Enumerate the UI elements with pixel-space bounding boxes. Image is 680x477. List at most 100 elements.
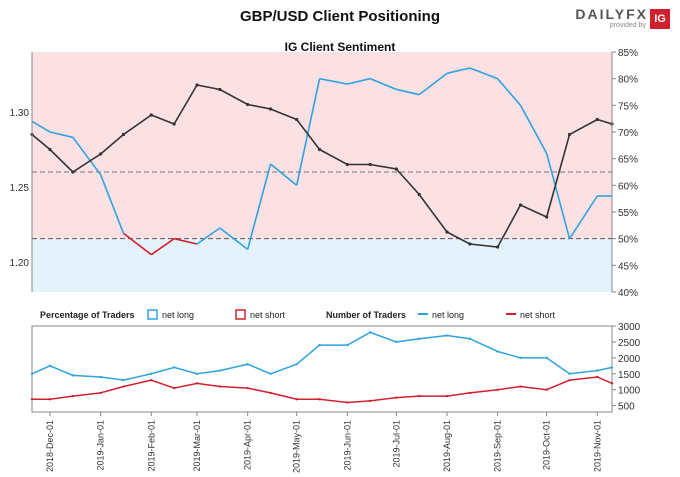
traders-short-line — [32, 376, 613, 404]
traders-long-point — [150, 372, 153, 375]
logo-brand: DAILYFX — [575, 6, 648, 22]
legend-num-short-label: net short — [520, 310, 556, 320]
percent-line-segment — [270, 163, 298, 186]
x-tick-label: 2019-Aug-01 — [442, 420, 452, 472]
percent-line-segment — [295, 78, 321, 186]
price-point — [246, 102, 250, 107]
price-point — [567, 132, 572, 137]
traders-short-point — [568, 378, 571, 382]
price-tick-label: 1.20 — [10, 258, 30, 269]
traders-short-point — [418, 394, 421, 398]
legend-pct-long-swatch — [147, 309, 158, 320]
traders-short-point — [150, 378, 153, 382]
traders-long-point — [71, 374, 75, 377]
traders-long-point — [172, 366, 176, 369]
traders-short-point — [246, 386, 249, 390]
percent-line-segment — [219, 227, 249, 250]
x-axis: 2018-Dec-01 2019-Jan-01 2019-Feb-01 2019-Ma… — [45, 412, 602, 473]
price-point — [417, 192, 421, 197]
x-tick-label: 2019-May-01 — [292, 420, 302, 473]
traders-short-point — [269, 391, 272, 395]
traders-long-point — [468, 337, 472, 340]
logo-provided-by: provided by — [609, 22, 646, 29]
legend: Percentage of Traders net long net short Nu… — [40, 309, 556, 320]
percent-tick-label: 40% — [618, 288, 638, 299]
percent-tick-label: 65% — [618, 155, 638, 166]
traders-long-point — [295, 363, 298, 366]
percent-line-segment — [319, 77, 348, 85]
x-tick-label: 2019-Apr-01 — [243, 420, 253, 470]
traders-short-point — [172, 386, 176, 390]
price-point — [121, 132, 126, 137]
main-panel-background — [32, 52, 612, 292]
price-point — [71, 170, 75, 174]
traders-long-point — [30, 372, 34, 375]
price-point — [518, 203, 523, 207]
traders-long-point — [418, 337, 421, 340]
price-point — [195, 83, 199, 87]
legend-num-long-label: net long — [432, 310, 464, 320]
long-zone-background — [32, 238, 612, 292]
price-point — [218, 87, 222, 92]
percent-line-segment — [469, 67, 498, 80]
traders-long-point — [596, 369, 599, 372]
x-tick-label: 2019-Feb-01 — [146, 420, 156, 472]
traders-short-point — [30, 398, 34, 401]
traders-short-point — [468, 391, 472, 395]
x-tick-label: 2019-Oct-01 — [542, 420, 552, 470]
traders-short-point — [445, 394, 449, 398]
traders-tick-label: 3000 — [618, 322, 641, 333]
traders-short-point — [545, 388, 548, 391]
percent-line-segment — [150, 238, 175, 256]
percent-tick-label: 50% — [618, 235, 638, 246]
traders-short-point — [318, 398, 321, 401]
price-point — [394, 167, 398, 171]
percent-line-segment — [173, 237, 198, 245]
x-tick-label: 2019-Jan-01 — [96, 420, 106, 471]
traders-short-point — [99, 391, 102, 395]
traders-long-point — [318, 343, 321, 347]
traders-tick-label: 500 — [618, 402, 635, 413]
percent-tick-label: 55% — [618, 208, 638, 219]
traders-short-point — [71, 394, 75, 398]
percent-tick-label: 70% — [618, 128, 638, 139]
main-panel-lines — [30, 67, 614, 256]
percent-line-segment — [418, 72, 448, 96]
traders-short-point — [596, 375, 599, 379]
traders-long-point — [568, 372, 571, 375]
price-tick-label: 1.25 — [10, 183, 30, 194]
traders-short-point — [218, 385, 222, 388]
traders-long-point — [368, 331, 372, 334]
traders-long-point — [445, 334, 449, 337]
traders-tick-label: 1500 — [618, 370, 641, 381]
chart-subtitle: IG Client Sentiment — [284, 40, 396, 54]
sub-panel-axes: 500 1000 1500 2000 2500 3000 — [612, 322, 641, 413]
price-point — [149, 113, 153, 117]
traders-short-point — [610, 382, 614, 385]
traders-tick-label: 1000 — [618, 386, 641, 397]
percent-line-segment — [99, 174, 125, 234]
percent-line-segment — [31, 120, 51, 133]
price-point — [268, 107, 273, 111]
price-point — [345, 162, 349, 167]
legend-percentage-heading: Percentage of Traders — [40, 310, 135, 320]
traders-tick-label: 2500 — [618, 338, 641, 349]
percent-line-segment — [519, 104, 548, 154]
traders-long-point — [269, 372, 272, 375]
legend-pct-short-label: net short — [250, 310, 286, 320]
ig-logo-badge: IG — [650, 9, 670, 29]
traders-long-point — [99, 375, 102, 379]
dailyfx-logo: DAILYFX provided by IG — [575, 6, 670, 29]
traders-long-point — [122, 378, 125, 382]
percent-tick-label: 85% — [618, 48, 638, 59]
main-panel-grid — [32, 171, 612, 240]
price-point — [99, 152, 103, 156]
price-point — [48, 147, 52, 152]
legend-number-heading: Number of Traders — [326, 310, 406, 320]
percent-tick-label: 45% — [618, 261, 638, 272]
percent-line-segment — [568, 195, 598, 240]
price-tick-label: 1.30 — [10, 108, 30, 119]
x-tick-label: 2019-Jun-01 — [342, 420, 352, 471]
price-point — [445, 230, 449, 234]
